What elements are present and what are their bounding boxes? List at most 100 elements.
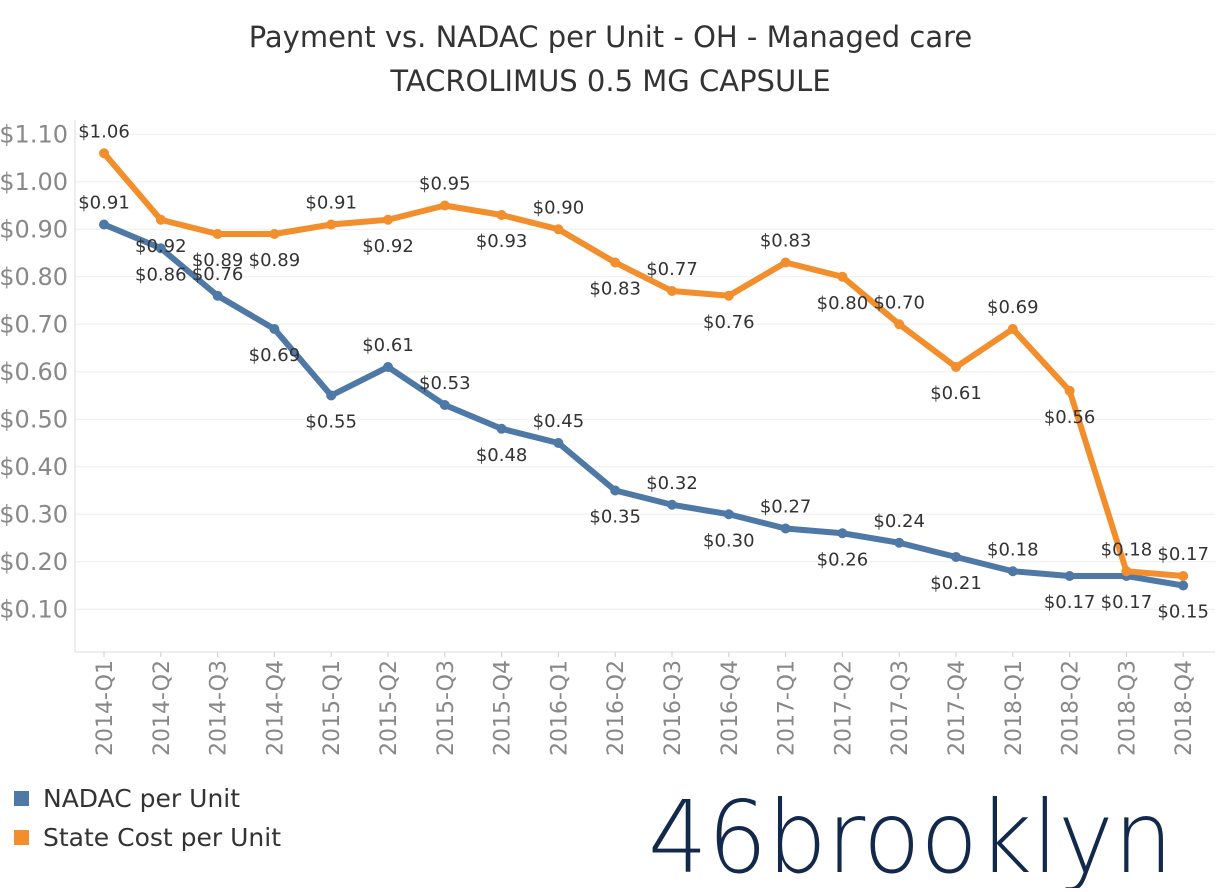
data-label-state-cost: $1.06	[78, 121, 130, 142]
legend-swatch-state-cost	[14, 830, 29, 845]
data-point-state-cost	[837, 271, 848, 282]
x-tick-label: 2017-Q1	[775, 660, 800, 756]
data-label-state-cost: $0.17	[1157, 544, 1209, 565]
x-tick-label: 2015-Q4	[491, 660, 516, 756]
y-tick-label: $0.40	[0, 453, 68, 481]
series-line-nadac	[101, 221, 1187, 589]
data-point-state-cost	[723, 290, 734, 301]
data-point-nadac	[496, 423, 507, 434]
x-tick-label: 2018-Q4	[1172, 660, 1197, 756]
x-tick-label: 2014-Q1	[93, 660, 118, 756]
data-point-nadac	[269, 324, 280, 334]
data-point-nadac	[553, 438, 564, 448]
y-tick-label: $0.90	[0, 215, 68, 243]
x-tick-label: 2017-Q2	[831, 660, 856, 756]
data-label-nadac: $0.76	[192, 264, 244, 285]
data-point-state-cost	[439, 200, 450, 211]
x-tick-label: 2014-Q2	[150, 660, 175, 756]
data-point-nadac	[326, 390, 337, 401]
brand-logo-text: 46brooklyn	[648, 788, 1173, 888]
data-label-nadac: $0.48	[476, 445, 528, 466]
x-tick-label: 2018-Q1	[1002, 660, 1027, 756]
x-tick-label: 2016-Q2	[604, 660, 629, 756]
chart-title: Payment vs. NADAC per Unit - OH - Manage…	[248, 20, 973, 54]
data-point-nadac	[155, 243, 166, 254]
x-tick-label: 2016-Q4	[718, 660, 743, 756]
legend-swatch-nadac	[14, 791, 29, 806]
x-tick-label: 2014-Q3	[207, 660, 232, 756]
x-tick-label: 2016-Q3	[661, 660, 686, 756]
data-label-nadac: $0.86	[135, 264, 187, 285]
data-label-nadac: $0.61	[362, 335, 414, 356]
data-label-nadac: $0.30	[703, 530, 755, 551]
data-point-state-cost	[667, 286, 677, 296]
data-label-state-cost: $0.18	[1101, 539, 1153, 560]
data-point-nadac	[1007, 566, 1018, 577]
data-label-state-cost: $0.92	[362, 236, 414, 257]
data-point-state-cost	[894, 319, 905, 330]
y-tick-label: $0.30	[0, 500, 68, 528]
y-tick-label: $0.50	[0, 405, 68, 433]
data-label-state-cost: $0.91	[305, 193, 357, 214]
data-point-state-cost	[326, 219, 337, 230]
data-point-state-cost	[212, 229, 223, 239]
data-point-state-cost	[1121, 566, 1132, 577]
data-label-state-cost: $0.61	[930, 383, 982, 404]
data-label-state-cost: $0.76	[703, 312, 755, 333]
legend-label-state-cost: State Cost per Unit	[43, 823, 282, 852]
data-label-nadac: $0.26	[817, 549, 869, 570]
x-tick-label: 2018-Q3	[1115, 660, 1140, 756]
data-label-state-cost: $0.56	[1044, 407, 1096, 428]
data-point-state-cost	[1178, 571, 1189, 581]
data-label-nadac: $0.53	[419, 373, 471, 394]
data-point-state-cost	[553, 224, 564, 235]
data-point-state-cost	[155, 214, 166, 225]
x-tick-label: 2016-Q1	[547, 660, 572, 756]
x-tick-label: 2015-Q2	[377, 660, 402, 756]
data-label-state-cost: $0.95	[419, 174, 471, 195]
data-point-state-cost	[99, 148, 109, 159]
legend-item-state-cost: State Cost per Unit	[14, 823, 281, 852]
data-label-nadac: $0.15	[1157, 602, 1209, 623]
data-label-state-cost: $0.89	[192, 250, 244, 271]
data-label-nadac: $0.18	[987, 539, 1039, 560]
data-point-nadac	[723, 509, 734, 520]
data-label-nadac: $0.69	[249, 345, 301, 366]
data-point-nadac	[667, 499, 677, 510]
data-point-state-cost	[496, 210, 507, 220]
data-point-nadac	[837, 528, 848, 539]
data-label-state-cost: $0.70	[873, 292, 925, 313]
data-label-state-cost: $0.69	[987, 297, 1039, 318]
x-tick-label: 2015-Q1	[320, 660, 345, 756]
y-tick-label: $0.10	[0, 595, 68, 623]
y-tick-label: $0.60	[0, 358, 68, 386]
data-label-nadac: $0.24	[873, 511, 925, 532]
chart-subtitle: TACROLIMUS 0.5 MG CAPSULE	[390, 64, 831, 98]
data-label-nadac: $0.17	[1044, 592, 1096, 613]
y-tick-label: $0.20	[0, 548, 68, 576]
data-label-state-cost: $0.83	[589, 279, 641, 300]
x-tick-label: 2017-Q4	[945, 660, 970, 756]
data-label-nadac: $0.32	[646, 473, 698, 494]
data-point-nadac	[99, 219, 109, 230]
data-point-nadac	[439, 400, 450, 410]
data-point-nadac	[212, 290, 223, 301]
x-tick-label: 2015-Q3	[434, 660, 459, 756]
series-line-state-cost	[101, 150, 1187, 579]
y-tick-label: $0.80	[0, 263, 68, 291]
data-point-state-cost	[1064, 385, 1075, 396]
x-tick-label: 2017-Q3	[888, 660, 913, 756]
data-point-state-cost	[269, 229, 280, 239]
data-point-nadac	[951, 552, 961, 562]
data-point-nadac	[1064, 571, 1075, 581]
data-label-state-cost: $0.77	[646, 259, 698, 280]
data-label-state-cost: $0.93	[476, 231, 528, 252]
data-label-nadac: $0.45	[533, 411, 585, 432]
data-point-nadac	[610, 485, 621, 496]
data-label-nadac: $0.21	[930, 573, 982, 594]
legend-label-nadac: NADAC per Unit	[43, 784, 241, 813]
data-point-nadac	[894, 537, 905, 548]
data-label-state-cost: $0.89	[249, 250, 301, 271]
data-label-nadac: $0.55	[305, 412, 357, 433]
